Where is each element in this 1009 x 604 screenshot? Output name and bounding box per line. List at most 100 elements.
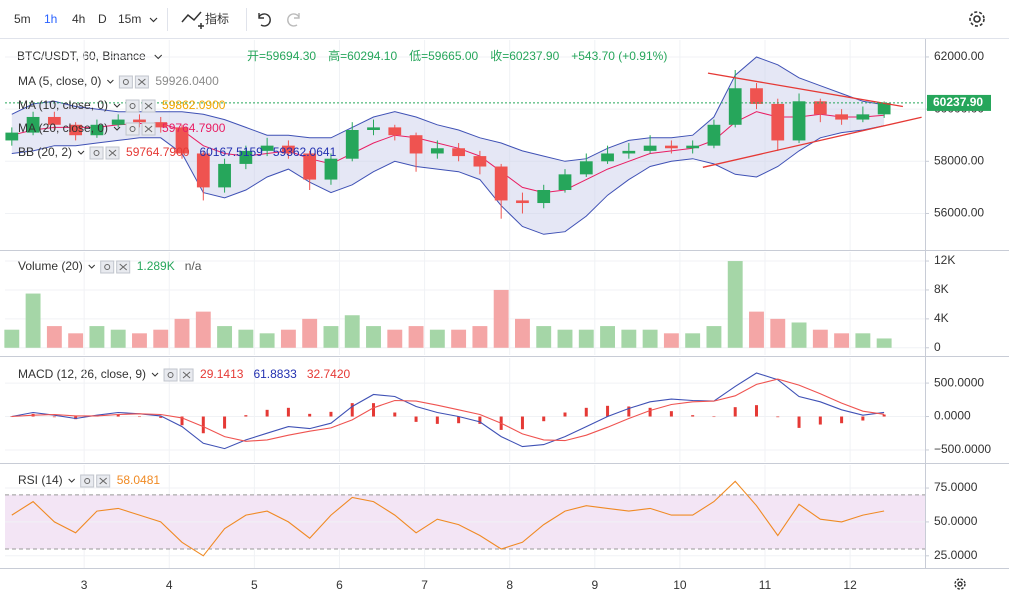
macd-histogram-bar [861, 416, 865, 421]
y-tick-label: 50.0000 [934, 514, 978, 528]
volume-bar [472, 326, 488, 348]
settings-button[interactable] [969, 11, 985, 27]
macd-histogram-bar [435, 416, 439, 424]
interval-button[interactable]: D [98, 12, 107, 26]
x-glyph [119, 263, 128, 271]
interval-button[interactable]: 5m [14, 12, 31, 26]
indicator-readout: 59926.0400 [155, 74, 219, 88]
visibility-button[interactable] [163, 368, 178, 382]
indicator-line [11, 372, 885, 450]
indicator-readout: 59764.7900 [126, 145, 190, 159]
volume-bar [302, 318, 318, 348]
indicator-readout: 58.0481 [117, 473, 161, 487]
candle-body [26, 116, 40, 133]
x-tick-label: 3 [81, 578, 88, 592]
legend-caret [113, 103, 121, 108]
x-glyph [108, 149, 117, 157]
candle-body [239, 150, 253, 164]
undo-button[interactable] [258, 13, 271, 27]
macd-histogram-bar [733, 407, 737, 417]
indicator-readout: 59862.0900 [162, 98, 226, 112]
trendline [702, 116, 922, 168]
candle-body [516, 200, 529, 204]
candle-body [686, 145, 700, 149]
x-glyph [99, 477, 108, 485]
x-tick-label: 4 [166, 578, 173, 592]
indicator-name: MA (20, close, 0) [18, 121, 108, 135]
visibility-button[interactable] [100, 260, 115, 274]
volume-bar [323, 326, 339, 348]
volume-bar [366, 326, 381, 348]
macd-histogram-bar [414, 416, 418, 422]
interval-button[interactable]: 15m [118, 12, 141, 26]
volume-bar [812, 329, 828, 348]
volume-bar [876, 338, 892, 348]
indicator-readout: 59362.0641 [273, 145, 337, 159]
gear-hub [957, 581, 963, 587]
macd-histogram-bar [201, 416, 205, 434]
legend-caret [107, 79, 114, 84]
gear-hub [973, 15, 981, 23]
candle-body [154, 122, 168, 128]
x-tick-label: 9 [591, 578, 598, 592]
volume-bar [621, 329, 637, 348]
candle-body [665, 145, 678, 149]
visibility-button[interactable] [80, 474, 95, 488]
interval-caret [149, 17, 158, 23]
candle-body [537, 190, 551, 204]
time-settings-button[interactable] [954, 578, 966, 590]
candle-body [494, 166, 508, 201]
last-price-label: 60237.90 [933, 95, 983, 109]
candle-body [303, 153, 317, 180]
y-tick-label: 62000.00 [934, 49, 984, 63]
visibility-button[interactable] [89, 146, 104, 160]
gear-teeth [954, 578, 966, 590]
indicator-readout: 1.289K [137, 259, 175, 273]
indicator-icon[interactable] [181, 11, 204, 29]
volume-bar [706, 326, 722, 348]
macd-histogram-bar [457, 416, 461, 424]
ohlc-readout: 高=60294.10 [328, 48, 397, 63]
macd-histogram-bar [10, 416, 14, 418]
volume-bar [834, 333, 850, 348]
candle-body [473, 156, 487, 167]
volume-bar [89, 326, 105, 348]
eye-glyph [167, 372, 174, 378]
volume-bar [68, 333, 84, 348]
candle-body [856, 114, 870, 120]
candle-body [324, 158, 338, 180]
macd-histogram-bar [542, 416, 546, 422]
volume-bar [408, 326, 424, 348]
candle-body [282, 145, 295, 154]
macd-histogram-bar [606, 405, 610, 417]
macd-histogram-bar [818, 416, 822, 425]
volume-bar [451, 329, 467, 348]
visibility-button[interactable] [118, 75, 133, 89]
macd-histogram-bar [180, 416, 184, 426]
macd-histogram-bar [712, 416, 716, 418]
candle-body [792, 101, 806, 141]
interval-button[interactable]: 4h [72, 12, 85, 26]
volume-bar [749, 311, 764, 348]
indicators-label[interactable]: 指标 [205, 11, 229, 26]
interval-button[interactable]: 1h [44, 12, 57, 26]
candle-body [728, 88, 742, 125]
eye-glyph [122, 79, 129, 85]
indicator-readout: 32.7420 [307, 367, 351, 381]
redo-button[interactable] [287, 13, 300, 27]
macd-histogram-bar [137, 416, 141, 418]
candle-body [558, 174, 572, 190]
visibility-button[interactable] [125, 99, 140, 113]
macd-histogram-bar [478, 416, 482, 424]
volume-bar [259, 333, 275, 348]
volume-bar [4, 329, 20, 348]
eye-glyph [129, 126, 136, 132]
macd-histogram-bar [882, 414, 886, 417]
indicator-readout: 59764.7900 [162, 121, 226, 135]
visibility-button[interactable] [125, 122, 140, 136]
x-tick-label: 6 [336, 578, 343, 592]
legend-caret [68, 478, 76, 483]
pane-title: MACD (12, 26, close, 9) [18, 367, 146, 381]
macd-histogram-bar [393, 412, 397, 417]
